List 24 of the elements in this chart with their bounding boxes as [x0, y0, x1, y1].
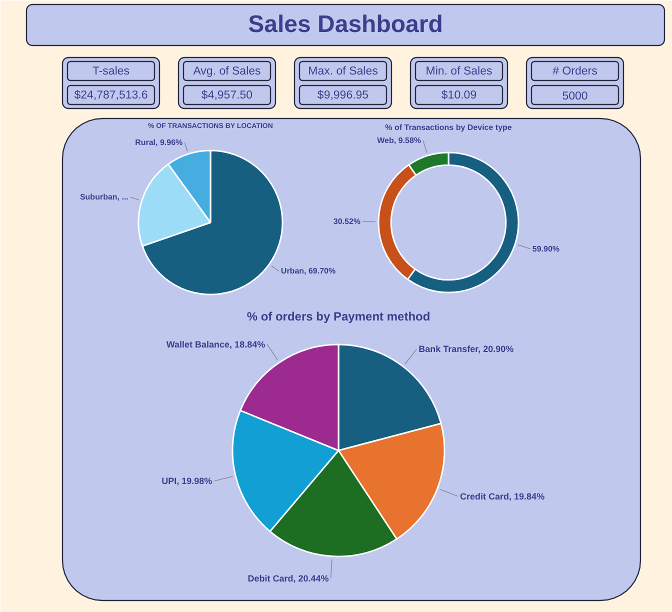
- slice-label: Suburban, ...: [80, 192, 128, 202]
- slice-label: Wallet Balance, 18.84%: [166, 339, 266, 350]
- data-label: 30.52%: [333, 217, 361, 226]
- slice-label: Rural, 9.96%: [135, 138, 183, 148]
- data-label: 59.90%: [532, 244, 560, 254]
- chart-title: % of Transactions by Device type: [385, 123, 512, 132]
- text: Avg. of Sales: [193, 66, 262, 78]
- text: T-sales: [92, 66, 130, 78]
- slice-label: Debit Card, 20.44%: [248, 573, 329, 584]
- slice-label: UPI, 19.98%: [162, 476, 212, 486]
- slice-label: Web, 9.58%: [377, 136, 422, 145]
- chart-title: % of orders by Payment method: [246, 310, 430, 324]
- slice-label: Credit Card, 19.84%: [460, 491, 545, 502]
- text: # Orders: [552, 66, 598, 78]
- text: Min. of Sales: [426, 66, 492, 78]
- text: Sales Dashboard: [248, 11, 443, 38]
- slice-label: Urban, 69.70%: [280, 266, 336, 276]
- text: $9,996.95: [317, 90, 369, 102]
- slice-label: Bank Transfer, 20.90%: [418, 344, 514, 354]
- text: $24,787,513.6: [74, 90, 148, 102]
- text: Max. of Sales: [308, 66, 378, 78]
- text: 5000: [562, 90, 588, 102]
- text: $10.09: [441, 90, 477, 102]
- text: $4,957.50: [201, 90, 253, 102]
